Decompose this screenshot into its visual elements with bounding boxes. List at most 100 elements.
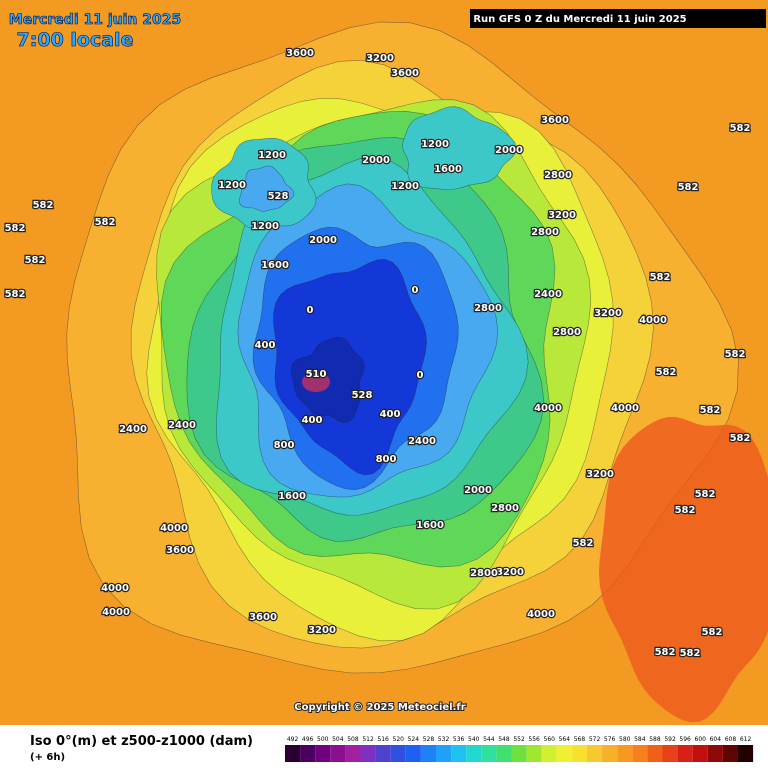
scale-label: 516 (377, 736, 389, 743)
contour-label: 2800 (531, 227, 559, 238)
scale-swatch (738, 745, 754, 762)
contour-label: 400 (302, 415, 323, 426)
contour-label: 1600 (278, 491, 306, 502)
contour-label: 582 (680, 648, 701, 659)
contour-label: 2800 (470, 568, 498, 579)
contour-label: 3200 (594, 308, 622, 319)
contour-label: 0 (417, 370, 424, 381)
contour-label: 582 (5, 223, 26, 234)
scale-label: 512 (362, 736, 374, 743)
scale-swatch (526, 745, 542, 762)
contour-label: 3600 (249, 612, 277, 623)
contour-label: 582 (730, 433, 751, 444)
contour-label: 582 (656, 367, 677, 378)
contour-label: 582 (675, 505, 696, 516)
contour-label: 582 (700, 405, 721, 416)
contour-label: 582 (695, 489, 716, 500)
map-fields (66, 21, 768, 723)
scale-label: 548 (498, 736, 510, 743)
contour-label: 0 (307, 305, 314, 316)
scale-swatch (330, 745, 346, 762)
contour-label: 1200 (391, 181, 419, 192)
contour-label: 3600 (391, 68, 419, 79)
scale-label: 588 (649, 736, 661, 743)
scale-swatch (662, 745, 678, 762)
contour-label: 2000 (309, 235, 337, 246)
contour-label: 582 (573, 538, 594, 549)
contour-label: 3200 (586, 469, 614, 480)
scale-label: 520 (393, 736, 405, 743)
contour-label: 4000 (611, 403, 639, 414)
scale-label: 552 (513, 736, 525, 743)
scale-label: 600 (695, 736, 707, 743)
scale-label: 560 (544, 736, 556, 743)
contour-label: 582 (33, 200, 54, 211)
contour-label: 582 (678, 182, 699, 193)
scale-label: 612 (740, 736, 752, 743)
scale-label: 492 (287, 736, 299, 743)
scale-label: 576 (604, 736, 616, 743)
scale-swatch (496, 745, 512, 762)
scale-label: 564 (559, 736, 571, 743)
contour-label: 582 (730, 123, 751, 134)
scale-label: 572 (589, 736, 601, 743)
scale-swatch (390, 745, 406, 762)
scale-swatch (300, 745, 316, 762)
contour-label: 2000 (464, 485, 492, 496)
contour-label: 2400 (119, 424, 147, 435)
contour-label: 400 (255, 340, 276, 351)
scale-label: 528 (423, 736, 435, 743)
contour-label: 2400 (534, 289, 562, 300)
scale-label: 604 (710, 736, 722, 743)
contour-label: 1600 (416, 520, 444, 531)
contour-label: 582 (25, 255, 46, 266)
scale-swatch (617, 745, 633, 762)
scale-swatch (481, 745, 497, 762)
contour-labels: 582 582 582 582 582 582 582 582 582 582 582 582 582 5… (3, 47, 751, 661)
scale-label: 544 (483, 736, 495, 743)
run-info: Run GFS 0 Z du Mercredi 11 juin 2025 (473, 14, 686, 25)
scale-swatch (587, 745, 603, 762)
contour-label: 3200 (496, 567, 524, 578)
scale-label: 556 (528, 736, 540, 743)
contour-label: 582 (650, 272, 671, 283)
contour-label: 3200 (308, 625, 336, 636)
field-zone (239, 165, 295, 212)
contour-label: 3600 (541, 115, 569, 126)
contour-label: 528 (352, 390, 373, 401)
scale-label: 496 (302, 736, 314, 743)
scale-label: 524 (408, 736, 420, 743)
scale-label: 532 (438, 736, 450, 743)
contour-label: 4000 (101, 583, 129, 594)
contour-label: 4000 (160, 523, 188, 534)
scale-swatch (707, 745, 723, 762)
field-zone (402, 106, 517, 190)
contour-label: 510 (306, 369, 327, 380)
contour-label: 2800 (491, 503, 519, 514)
contour-label: 1200 (258, 150, 286, 161)
scale-label: 584 (634, 736, 646, 743)
contour-label: 1200 (251, 221, 279, 232)
copyright: Copyright © 2025 Meteociel.fr (294, 702, 465, 713)
scale-swatch (451, 745, 467, 762)
scale-swatch (602, 745, 618, 762)
scale-label: 608 (725, 736, 737, 743)
contour-label: 2000 (495, 145, 523, 156)
scale-swatch (315, 745, 331, 762)
scale-swatch (511, 745, 527, 762)
contour-label: 1200 (218, 180, 246, 191)
contour-label: 1600 (434, 164, 462, 175)
contour-label: 4000 (102, 607, 130, 618)
contour-label: 4000 (534, 403, 562, 414)
contour-label: 582 (5, 289, 26, 300)
scale-label: 568 (574, 736, 586, 743)
contour-label: 4000 (639, 315, 667, 326)
contour-label: 582 (725, 349, 746, 360)
low-center (302, 372, 330, 392)
contour-label: 3600 (166, 545, 194, 556)
contour-label: 0 (412, 285, 419, 296)
warm-zone (599, 416, 768, 723)
scale-label: 504 (332, 736, 344, 743)
contour-label: 3200 (548, 210, 576, 221)
